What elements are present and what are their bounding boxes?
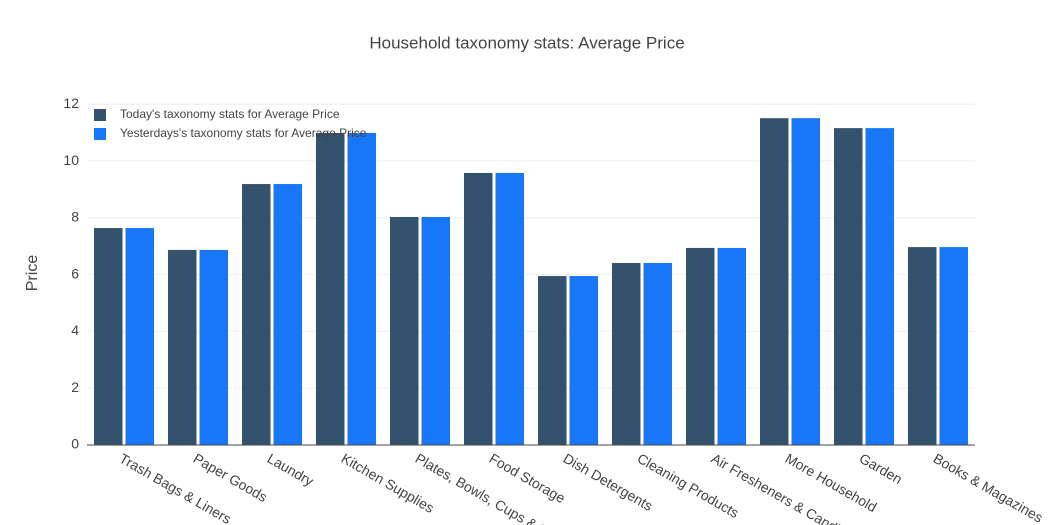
bar <box>421 216 450 445</box>
bar <box>316 132 345 445</box>
bar <box>865 128 894 445</box>
legend-label: Yesterdays's taxonomy stats for Average … <box>120 126 367 140</box>
legend-swatch <box>94 109 106 121</box>
bar <box>347 132 376 445</box>
y-tick-label: 8 <box>71 209 79 225</box>
legend-swatch <box>94 128 106 140</box>
bar <box>834 128 863 445</box>
bar <box>168 249 197 445</box>
bar <box>242 184 271 445</box>
y-tick-label: 6 <box>71 265 79 281</box>
bar <box>569 276 598 445</box>
bar <box>390 216 419 445</box>
bar <box>273 184 302 445</box>
bar <box>125 228 154 445</box>
bar <box>686 247 715 445</box>
bar <box>791 118 820 445</box>
bar <box>939 247 968 445</box>
y-tick-label: 2 <box>71 379 79 395</box>
legend-label: Today's taxonomy stats for Average Price <box>120 107 340 121</box>
y-tick-label: 10 <box>63 152 79 168</box>
chart-title: Household taxonomy stats: Average Price <box>369 33 684 52</box>
y-tick-label: 0 <box>71 436 79 452</box>
bar <box>643 262 672 445</box>
bar <box>464 172 493 445</box>
x-tick-label: Books & Magazines <box>931 450 1046 525</box>
x-tick-label: Laundry <box>265 450 317 489</box>
y-axis-label: Price <box>24 255 41 292</box>
bar <box>612 262 641 445</box>
bar <box>717 247 746 445</box>
bar <box>538 276 567 445</box>
bar <box>94 228 123 445</box>
y-tick-label: 4 <box>71 322 79 338</box>
bar <box>908 247 937 445</box>
bar <box>199 249 228 445</box>
y-tick-label: 12 <box>63 95 79 111</box>
bar <box>495 172 524 445</box>
bar <box>760 118 789 445</box>
x-tick-label: Garden <box>857 450 905 487</box>
